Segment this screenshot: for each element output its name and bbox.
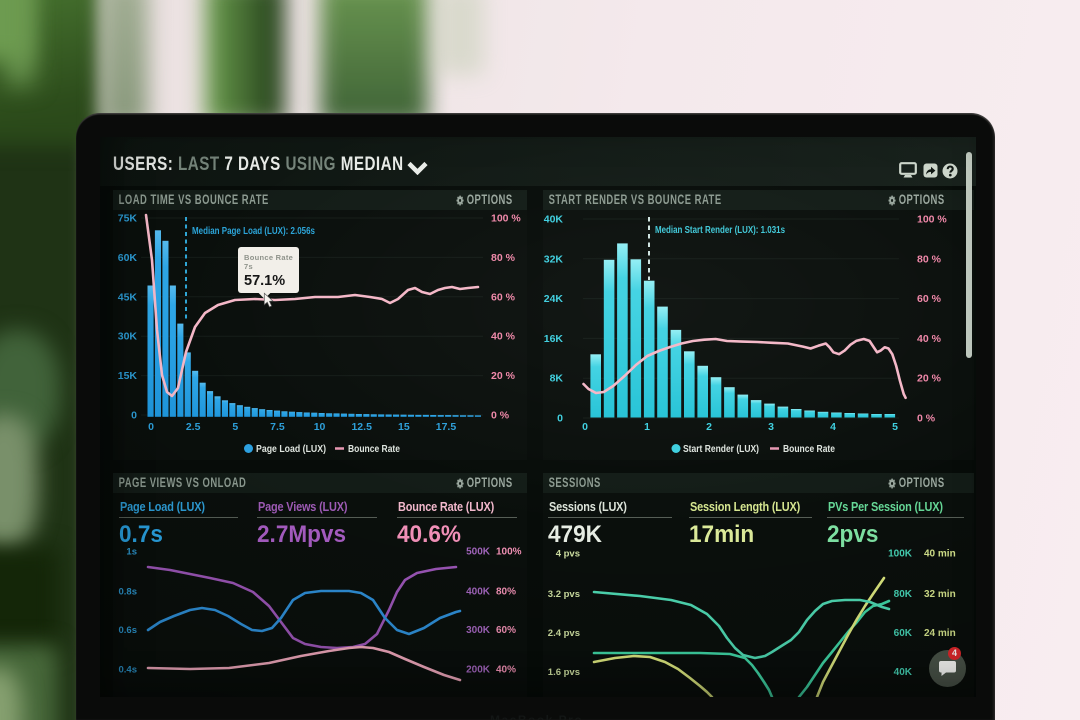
svg-text:60 %: 60 % (917, 293, 942, 305)
svg-text:80K: 80K (894, 589, 913, 600)
svg-text:0: 0 (557, 413, 563, 425)
svg-text:32 min: 32 min (924, 589, 956, 600)
svg-text:2.4 pvs: 2.4 pvs (548, 628, 580, 639)
svg-text:17.5: 17.5 (436, 421, 457, 433)
svg-text:100 %: 100 % (491, 213, 521, 225)
svg-text:Bounce Rate: Bounce Rate (783, 444, 835, 455)
svg-text:Median Start Render (LUX): 1.0: Median Start Render (LUX): 1.031s (655, 225, 785, 236)
svg-text:Page Load (LUX): Page Load (LUX) (256, 444, 326, 455)
svg-text:10: 10 (314, 421, 326, 433)
svg-text:32K: 32K (544, 253, 564, 265)
svg-text:2.5: 2.5 (186, 421, 201, 433)
svg-text:0 %: 0 % (491, 410, 510, 422)
svg-text:40 %: 40 % (917, 333, 942, 345)
svg-text:0.6s: 0.6s (119, 625, 138, 636)
svg-text:40 %: 40 % (491, 331, 516, 343)
svg-text:40 min: 40 min (924, 549, 956, 560)
svg-text:1s: 1s (126, 547, 137, 558)
svg-text:15: 15 (398, 421, 410, 433)
svg-text:24K: 24K (544, 293, 564, 305)
svg-text:5: 5 (232, 421, 238, 433)
svg-text:400K: 400K (466, 587, 491, 598)
svg-text:4 pvs: 4 pvs (556, 549, 580, 560)
svg-text:0 %: 0 % (917, 413, 936, 425)
svg-text:12.5: 12.5 (351, 421, 372, 433)
svg-text:Start Render (LUX): Start Render (LUX) (683, 444, 759, 455)
svg-text:45K: 45K (118, 291, 138, 303)
svg-text:20 %: 20 % (491, 370, 516, 382)
svg-text:24 min: 24 min (924, 628, 956, 639)
svg-text:4: 4 (830, 421, 836, 433)
svg-text:40%: 40% (496, 665, 516, 676)
svg-text:100 %: 100 % (917, 214, 947, 226)
svg-text:80 %: 80 % (491, 252, 516, 264)
svg-text:60 %: 60 % (491, 291, 516, 303)
svg-text:75K: 75K (118, 213, 138, 225)
svg-text:Median Page Load (LUX): 2.056s: Median Page Load (LUX): 2.056s (192, 226, 315, 237)
svg-text:0.4s: 0.4s (119, 665, 138, 676)
svg-text:1: 1 (644, 421, 650, 433)
svg-text:20 %: 20 % (917, 373, 942, 385)
svg-text:60%: 60% (496, 625, 516, 636)
svg-text:60K: 60K (118, 252, 138, 264)
svg-text:40K: 40K (894, 667, 913, 678)
svg-text:100K: 100K (888, 549, 913, 560)
svg-text:500K: 500K (466, 547, 491, 558)
svg-text:15K: 15K (118, 370, 138, 382)
svg-text:3: 3 (768, 421, 774, 433)
svg-text:300K: 300K (466, 625, 491, 636)
svg-text:5: 5 (892, 421, 898, 433)
svg-text:0: 0 (582, 421, 588, 433)
svg-text:2: 2 (706, 421, 712, 433)
svg-text:40K: 40K (544, 214, 564, 226)
svg-text:3.2 pvs: 3.2 pvs (548, 589, 580, 600)
svg-text:0.8s: 0.8s (119, 587, 138, 598)
svg-text:1.6 pvs: 1.6 pvs (548, 667, 580, 678)
svg-text:80%: 80% (496, 587, 516, 598)
svg-text:0: 0 (131, 410, 137, 422)
svg-text:60K: 60K (894, 628, 913, 639)
svg-text:100%: 100% (496, 547, 522, 558)
svg-text:80 %: 80 % (917, 253, 942, 265)
svg-text:Bounce Rate: Bounce Rate (348, 444, 400, 455)
svg-text:8K: 8K (550, 373, 564, 385)
svg-text:7.5: 7.5 (270, 421, 285, 433)
svg-text:0: 0 (148, 421, 154, 433)
svg-text:16K: 16K (544, 333, 564, 345)
svg-text:30K: 30K (118, 331, 138, 343)
svg-text:200K: 200K (466, 665, 491, 676)
